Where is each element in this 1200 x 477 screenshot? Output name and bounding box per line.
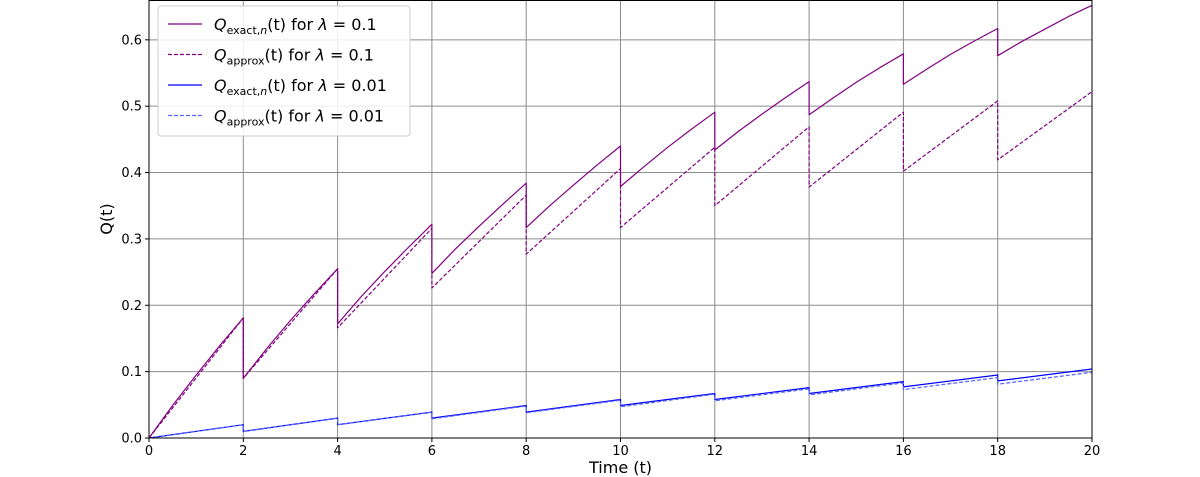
series-line-1 bbox=[148, 91, 1093, 439]
x-tick-label: 8 bbox=[522, 444, 530, 459]
legend-label-2: Qexact,n(t) for λ = 0.01 bbox=[214, 76, 387, 98]
legend-label-part: = 0.1 bbox=[325, 46, 374, 65]
legend-label-part: λ bbox=[317, 15, 327, 34]
legend-label-part: (t) for bbox=[264, 107, 315, 126]
legend-label-part: λ bbox=[314, 107, 324, 126]
y-tick-label: 0.5 bbox=[121, 100, 142, 115]
series-line-0 bbox=[148, 4, 1093, 439]
y-tick-label: 0.1 bbox=[121, 365, 142, 380]
x-tick-label: 16 bbox=[895, 444, 912, 459]
y-tick-label: 0.6 bbox=[121, 33, 142, 48]
legend-label-part: approx bbox=[227, 116, 265, 129]
y-tick-label: 0.4 bbox=[121, 166, 142, 181]
x-tick-label: 4 bbox=[333, 444, 341, 459]
legend-label-part: n bbox=[260, 24, 267, 37]
x-tick-label: 20 bbox=[1084, 444, 1101, 459]
plot-area bbox=[148, 4, 1093, 439]
legend-label-part: exact, bbox=[227, 24, 261, 37]
x-tick-label: 10 bbox=[612, 444, 629, 459]
legend-box bbox=[157, 5, 411, 137]
x-tick-label: 18 bbox=[989, 444, 1006, 459]
legend-label-part: Q bbox=[214, 107, 227, 126]
legend-label-part: = 0.01 bbox=[328, 76, 387, 95]
x-axis-label: Time (t) bbox=[588, 458, 652, 477]
legend-label-part: λ bbox=[314, 46, 324, 65]
legend-label-part: Q bbox=[214, 15, 227, 34]
legend-label-part: (t) for bbox=[264, 46, 315, 65]
legend-label-part: n bbox=[260, 85, 267, 98]
legend-label-1: Qapprox(t) for λ = 0.1 bbox=[214, 46, 374, 68]
x-tick-label: 12 bbox=[707, 444, 724, 459]
y-axis-label: Q(t) bbox=[97, 203, 116, 234]
x-tick-label: 0 bbox=[145, 444, 153, 459]
y-tick-label: 0.0 bbox=[121, 432, 142, 447]
legend-label-part: (t) for bbox=[267, 15, 318, 34]
legend-label-part: (t) for bbox=[267, 76, 318, 95]
legend-label-part: Q bbox=[214, 76, 227, 95]
x-tick-label: 2 bbox=[239, 444, 247, 459]
legend-label-part: = 0.1 bbox=[328, 15, 377, 34]
legend-label-part: Q bbox=[214, 46, 227, 65]
legend-label-0: Qexact,n(t) for λ = 0.1 bbox=[214, 15, 377, 37]
axis-ticks: 0 2 4 6 8 10 12 14 16 18 20 0.0 0.1 0.2 0.3 0.4 0.5 0.6 bbox=[121, 33, 1100, 459]
y-tick-label: 0.2 bbox=[121, 299, 142, 314]
x-tick-label: 6 bbox=[428, 444, 436, 459]
series-line-3 bbox=[148, 371, 1093, 439]
legend-label-part: exact, bbox=[227, 85, 261, 98]
legend-label-3: Qapprox(t) for λ = 0.01 bbox=[214, 107, 384, 129]
x-tick-label: 14 bbox=[801, 444, 818, 459]
y-tick-label: 0.3 bbox=[121, 232, 142, 247]
legend-label-part: λ bbox=[317, 76, 327, 95]
legend-label-part: approx bbox=[227, 55, 265, 68]
legend-label-part: = 0.01 bbox=[325, 107, 384, 126]
